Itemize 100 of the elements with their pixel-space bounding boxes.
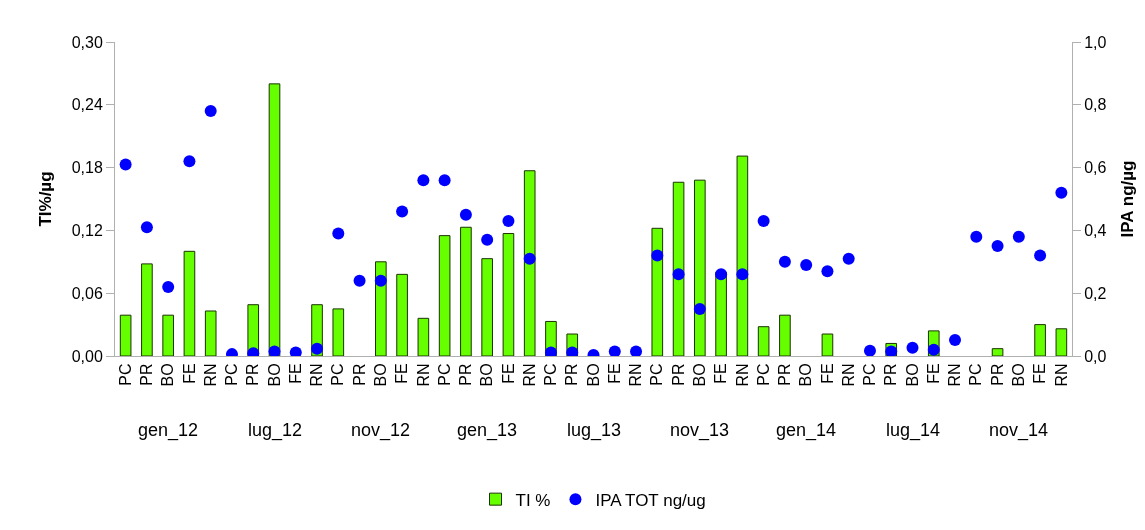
point — [757, 214, 770, 227]
point — [821, 265, 834, 278]
point — [289, 346, 302, 356]
x-tick-label: PC — [754, 363, 772, 386]
point — [906, 341, 919, 354]
point — [693, 302, 706, 315]
x-tick-label: BO — [903, 363, 921, 387]
legend-label: IPA TOT ng/ug — [595, 490, 706, 510]
x-tick-label: FE — [924, 363, 942, 384]
point — [800, 258, 813, 271]
point — [438, 174, 451, 187]
point — [608, 345, 621, 356]
x-tick-label: BO — [159, 363, 177, 387]
y-tick-label: 0,30 — [71, 33, 103, 51]
point — [396, 205, 409, 218]
bar — [1055, 328, 1068, 356]
point — [949, 333, 962, 346]
point — [1055, 186, 1068, 199]
bar — [460, 226, 472, 356]
x-tick-label: FE — [393, 363, 411, 384]
x-tick-label: BO — [691, 363, 709, 387]
bar — [119, 314, 132, 356]
text: gen_13 — [457, 420, 518, 441]
bar — [1034, 324, 1046, 356]
bar — [268, 83, 281, 356]
point — [630, 345, 643, 356]
bar — [396, 273, 408, 356]
x-tick-label: PC — [116, 363, 134, 386]
bar — [736, 155, 749, 356]
point — [523, 252, 536, 265]
point — [374, 274, 387, 287]
text: gen_12 — [138, 420, 199, 441]
point — [970, 230, 983, 243]
y-tick-label: 0,12 — [71, 222, 103, 239]
point — [863, 344, 876, 356]
point — [502, 214, 515, 227]
x-tick-label: RN — [946, 363, 964, 387]
y2-axis-title: IPA ng/µg — [1117, 160, 1137, 238]
bar — [375, 261, 387, 356]
x-tick-label: PC — [648, 363, 666, 386]
x-tick-label: PR — [350, 363, 368, 386]
y2-tick-label: 0,8 — [1084, 96, 1107, 114]
x-tick-label: FE — [499, 363, 517, 384]
x-tick-label: FE — [712, 363, 730, 384]
bar — [651, 227, 664, 356]
bar — [332, 308, 345, 356]
x-tick-label: FE — [1031, 363, 1049, 384]
point — [1034, 249, 1047, 262]
point — [672, 268, 685, 281]
x-tick-label: PC — [542, 363, 560, 386]
point — [481, 233, 494, 246]
point — [1012, 230, 1025, 243]
point — [459, 208, 472, 221]
bar — [162, 314, 174, 356]
y2-tick-label: 0,6 — [1084, 159, 1107, 177]
bar — [757, 326, 770, 356]
x-tick-label: RN — [520, 363, 538, 387]
x-tick-label: PC — [967, 363, 985, 386]
x-tick-label: PC — [223, 363, 241, 386]
text: lug_12 — [248, 420, 303, 441]
point — [842, 252, 855, 265]
text: nov_14 — [989, 420, 1049, 441]
y2-tick-label: 0,4 — [1084, 222, 1107, 239]
x-tick-label: RN — [1052, 363, 1070, 387]
point — [927, 343, 940, 356]
bar — [438, 235, 451, 356]
y-tick-label: 0,00 — [71, 347, 103, 365]
x-tick-label: RN — [201, 363, 219, 387]
y-tick-label: 0,24 — [71, 96, 103, 114]
bar — [417, 317, 430, 356]
x-tick-label: PR — [457, 363, 475, 386]
x-tick-label: PR — [776, 363, 794, 386]
x-tick-label: RN — [627, 363, 645, 387]
point — [311, 342, 324, 355]
point — [140, 221, 153, 234]
x-tick-label: FE — [286, 363, 304, 384]
x-tick-label: PR — [138, 363, 156, 386]
bar — [779, 314, 791, 356]
text: lug_14 — [886, 420, 941, 441]
point — [736, 268, 749, 281]
bar — [204, 310, 217, 356]
y2-tick-label: 0,0 — [1084, 347, 1107, 365]
x-tick-label: BO — [1010, 363, 1028, 387]
x-tick-label: RN — [733, 363, 751, 387]
x-tick-label: PR — [669, 363, 687, 386]
x-tick-label: PR — [988, 363, 1006, 386]
text: nov_13 — [670, 420, 730, 441]
x-tick-label: PR — [882, 363, 900, 386]
bar — [821, 333, 834, 356]
point — [353, 274, 366, 287]
bar — [502, 233, 515, 356]
point — [778, 255, 791, 268]
bar — [523, 170, 536, 356]
point — [991, 240, 1004, 253]
y-axis-title: TI%/µg — [36, 171, 56, 227]
point — [566, 346, 579, 356]
x-tick-label: PC — [435, 363, 453, 386]
x-tick-label: PC — [329, 363, 347, 386]
x-tick-label: BO — [584, 363, 602, 387]
text: lug_13 — [567, 420, 622, 441]
